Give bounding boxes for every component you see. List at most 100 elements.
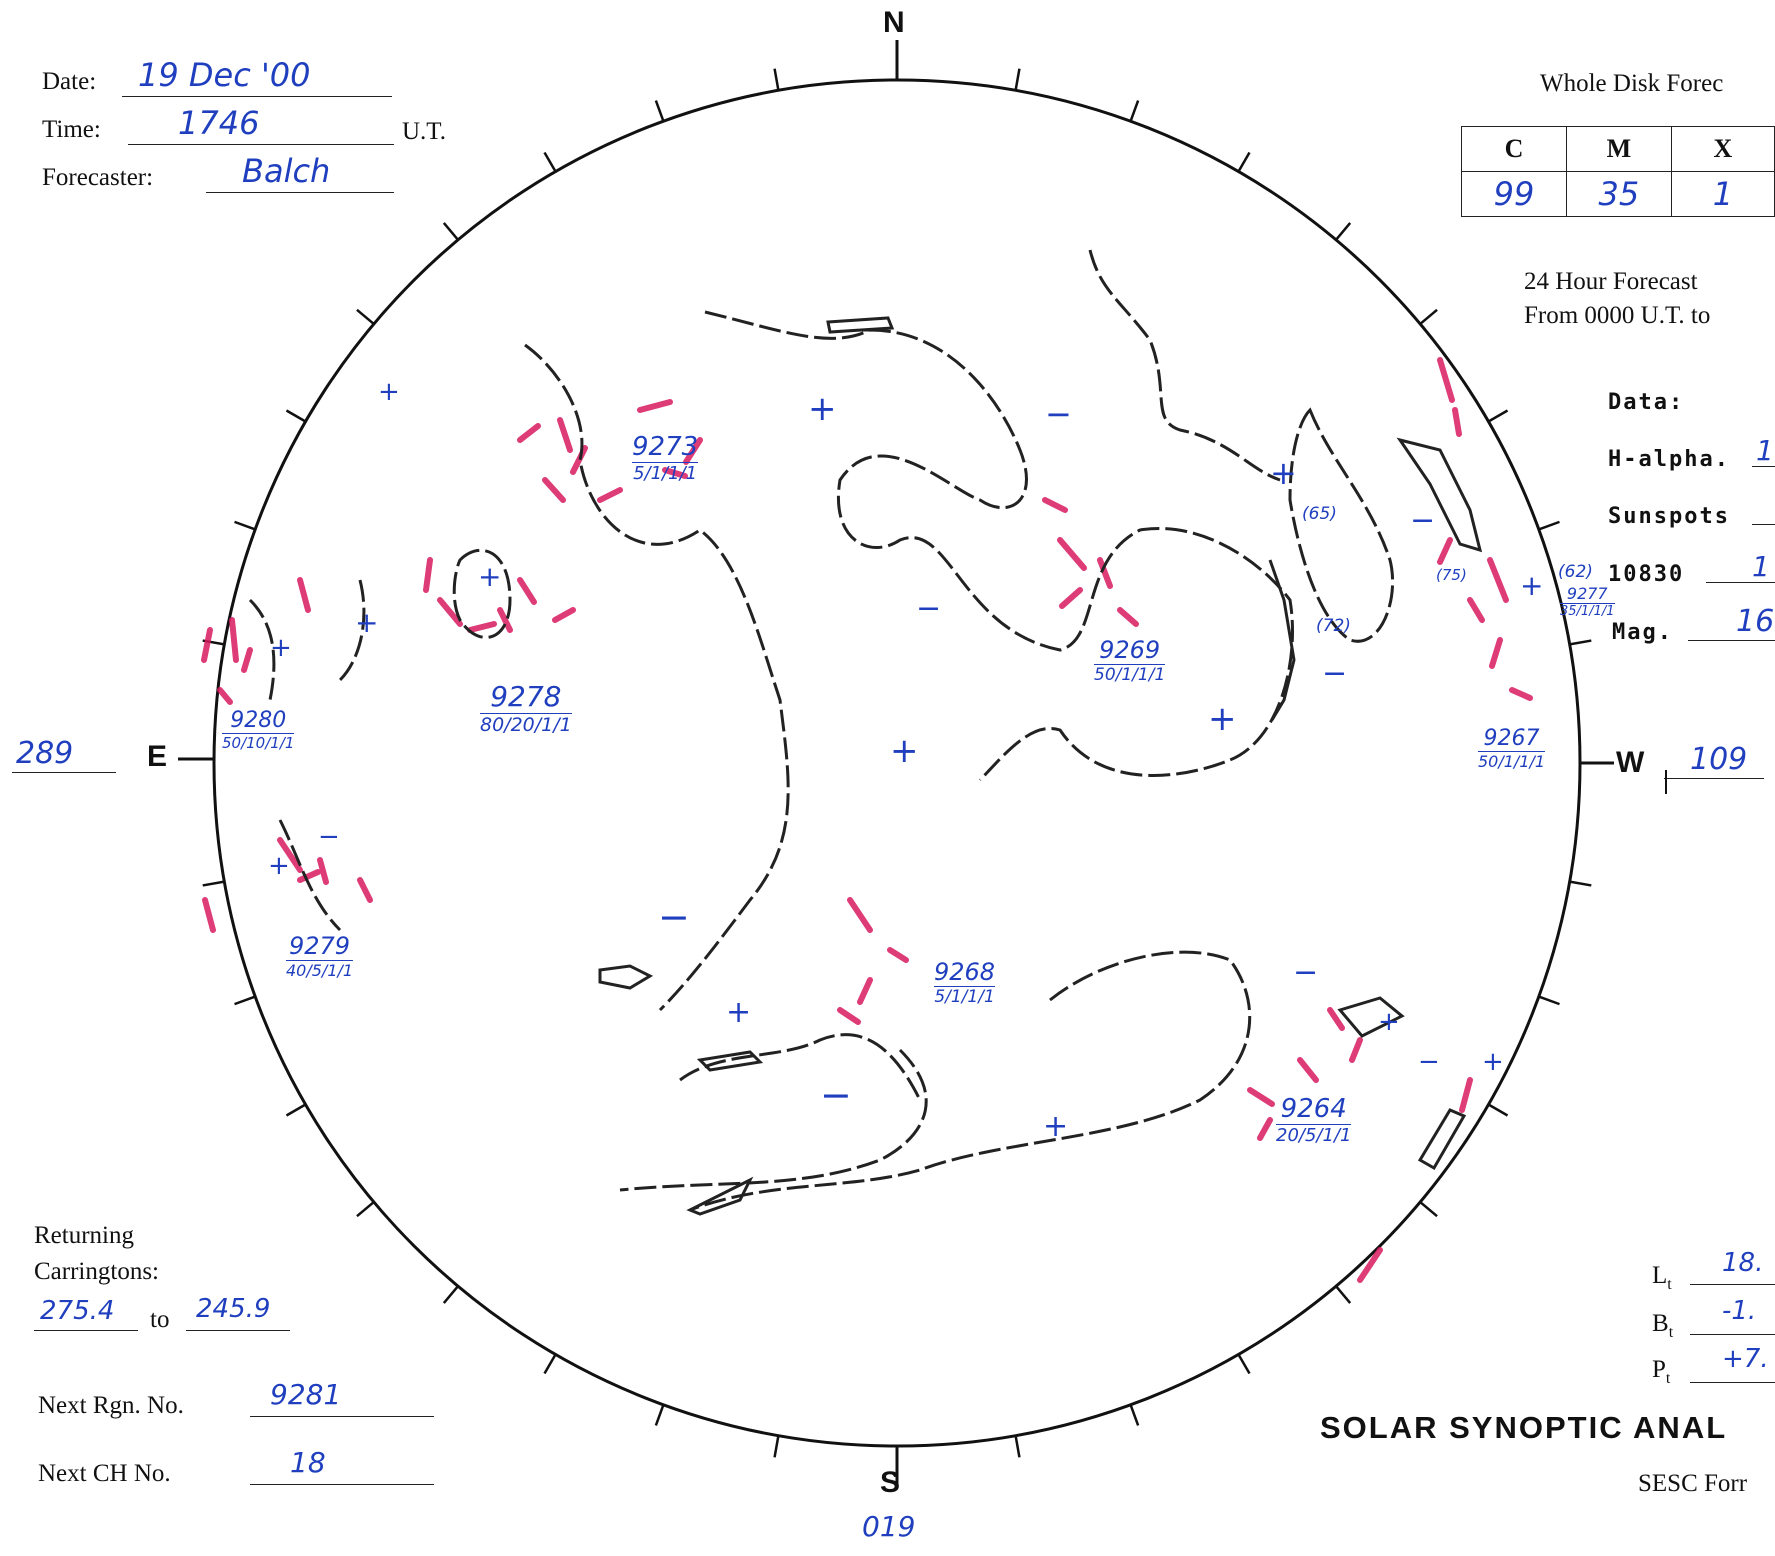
- limb-tick: [1487, 1103, 1509, 1117]
- he10830-underline: [1706, 582, 1775, 583]
- filament-southwest: [1417, 1108, 1467, 1171]
- annotation-72: (72): [1316, 616, 1351, 636]
- limb-tick: [543, 1353, 557, 1375]
- pt-label: Pt: [1652, 1356, 1671, 1387]
- limb-tick: [356, 1201, 375, 1218]
- region-label-9264[interactable]: 9264 20/5/1/1: [1276, 1094, 1352, 1146]
- forecaster-underline: [206, 192, 394, 193]
- limb-tick: [442, 1285, 459, 1304]
- mag-label: Mag.: [1612, 620, 1673, 645]
- halpha-label: H-alpha.: [1608, 447, 1730, 472]
- plage-group-9279: [277, 837, 373, 903]
- next-rgn-value[interactable]: 9281: [270, 1378, 342, 1411]
- limb-tick: [442, 222, 459, 241]
- neutral-line-9278-loop: [452, 549, 512, 639]
- polarity-plus: +: [1043, 1109, 1068, 1144]
- halpha-underline: [1752, 466, 1775, 467]
- he10830-value[interactable]: 1: [1752, 550, 1770, 583]
- data-heading: Data:: [1608, 390, 1685, 415]
- bt-underline: [1690, 1334, 1775, 1335]
- polarity-plus: +: [808, 389, 837, 429]
- limb-tick: [1538, 520, 1560, 531]
- forecast-value-m[interactable]: 35: [1565, 171, 1672, 217]
- polarity-plus: +: [1482, 1047, 1504, 1077]
- limb-tick: [1569, 639, 1592, 646]
- next-rgn-underline: [250, 1416, 434, 1417]
- limb-tick: [773, 68, 780, 91]
- halpha-value[interactable]: 1: [1756, 434, 1774, 467]
- form-title: SOLAR SYNOPTIC ANAL: [1320, 1410, 1728, 1445]
- limb-tick: [1335, 222, 1352, 241]
- forecast-table: C M X 99 35 1: [1461, 126, 1775, 217]
- forecast-value-x[interactable]: 1: [1670, 171, 1775, 217]
- returning-to-value[interactable]: 245.9: [196, 1294, 271, 1324]
- forecaster-value[interactable]: Balch: [242, 152, 331, 190]
- next-ch-value[interactable]: 18: [290, 1446, 326, 1479]
- pt-value[interactable]: +7.: [1722, 1344, 1769, 1374]
- plage-group-9264: [1247, 1007, 1363, 1141]
- sunspots-underline: [1752, 524, 1775, 525]
- returning-from-underline: [34, 1330, 138, 1331]
- west-longitude-value[interactable]: 109: [1690, 742, 1748, 777]
- limb-tick: [1129, 1404, 1140, 1426]
- limb-tick-marks: [202, 68, 1592, 1458]
- polarity-minus: −: [1322, 656, 1347, 691]
- limb-tick: [1419, 1201, 1438, 1218]
- pt-underline: [1690, 1382, 1775, 1383]
- polarity-plus: +: [478, 560, 501, 593]
- region-label-9277[interactable]: 9277 35/1/1/1: [1560, 584, 1615, 619]
- filament-9264: [1337, 996, 1405, 1038]
- west-label: W: [1616, 746, 1645, 779]
- region-label-9278[interactable]: 9278 80/20/1/1: [480, 680, 572, 736]
- neutral-line-south-2: [619, 1048, 928, 1192]
- region-label-9268[interactable]: 9268 5/1/1/1: [934, 958, 996, 1007]
- south-value[interactable]: 019: [862, 1510, 916, 1543]
- plage-group-9267: [1437, 537, 1533, 701]
- time-unit: U.T.: [402, 118, 446, 145]
- polarity-plus: +: [1208, 699, 1237, 739]
- polarity-minus: −: [1045, 395, 1072, 433]
- region-label-9269[interactable]: 9269 50/1/1/1: [1094, 636, 1166, 685]
- neutral-line-west-loop: [1288, 407, 1395, 643]
- neutral-lines: [248, 249, 1395, 1212]
- forecast-col-m: M: [1565, 126, 1672, 172]
- polarity-plus: +: [726, 995, 751, 1030]
- region-label-9273[interactable]: 9273 5/1/1/1: [632, 432, 699, 484]
- region-label-9280[interactable]: 9280 50/10/1/1: [222, 708, 295, 752]
- neutral-line-southwest: [679, 1033, 922, 1101]
- limb-tick: [773, 1435, 780, 1458]
- plage-group-9278: [423, 557, 576, 633]
- time-label: Time:: [42, 116, 101, 143]
- bt-value[interactable]: -1.: [1722, 1296, 1757, 1326]
- east-longitude-value[interactable]: 289: [16, 736, 74, 771]
- returning-from-value[interactable]: 275.4: [40, 1296, 115, 1326]
- west-longitude-underline: [1664, 778, 1764, 779]
- filament-south-1: [696, 1050, 764, 1072]
- region-label-9267[interactable]: 9267 50/1/1/1: [1478, 726, 1546, 771]
- polarity-minus: −: [1293, 955, 1318, 990]
- region-label-9279[interactable]: 9279 40/5/1/1: [286, 932, 354, 980]
- limb-tick: [1129, 100, 1140, 122]
- limb-tick: [543, 151, 557, 173]
- lt-value[interactable]: 18.: [1722, 1248, 1764, 1278]
- next-ch-label: Next CH No.: [38, 1460, 171, 1487]
- neutral-line-meridian: [524, 343, 790, 1012]
- polarity-plus: +: [270, 633, 292, 663]
- mag-value[interactable]: 16: [1736, 604, 1775, 639]
- plage-group-9269: [1042, 497, 1139, 627]
- polarity-plus: +: [1378, 1007, 1400, 1037]
- bt-label: Bt: [1652, 1310, 1674, 1341]
- limb-tick: [1419, 308, 1438, 325]
- polarity-minus: −: [1418, 1047, 1440, 1077]
- limb-tick: [234, 520, 256, 531]
- filament-9269: [1268, 559, 1296, 721]
- date-underline: [122, 96, 392, 97]
- plage-group-limb: [201, 357, 1473, 1283]
- south-label: S: [880, 1466, 901, 1499]
- date-value[interactable]: 19 Dec '00: [138, 56, 311, 94]
- polarity-plus: +: [378, 377, 400, 407]
- limb-tick: [1014, 68, 1021, 91]
- time-value[interactable]: 1746: [178, 104, 260, 142]
- lt-underline: [1690, 1284, 1775, 1285]
